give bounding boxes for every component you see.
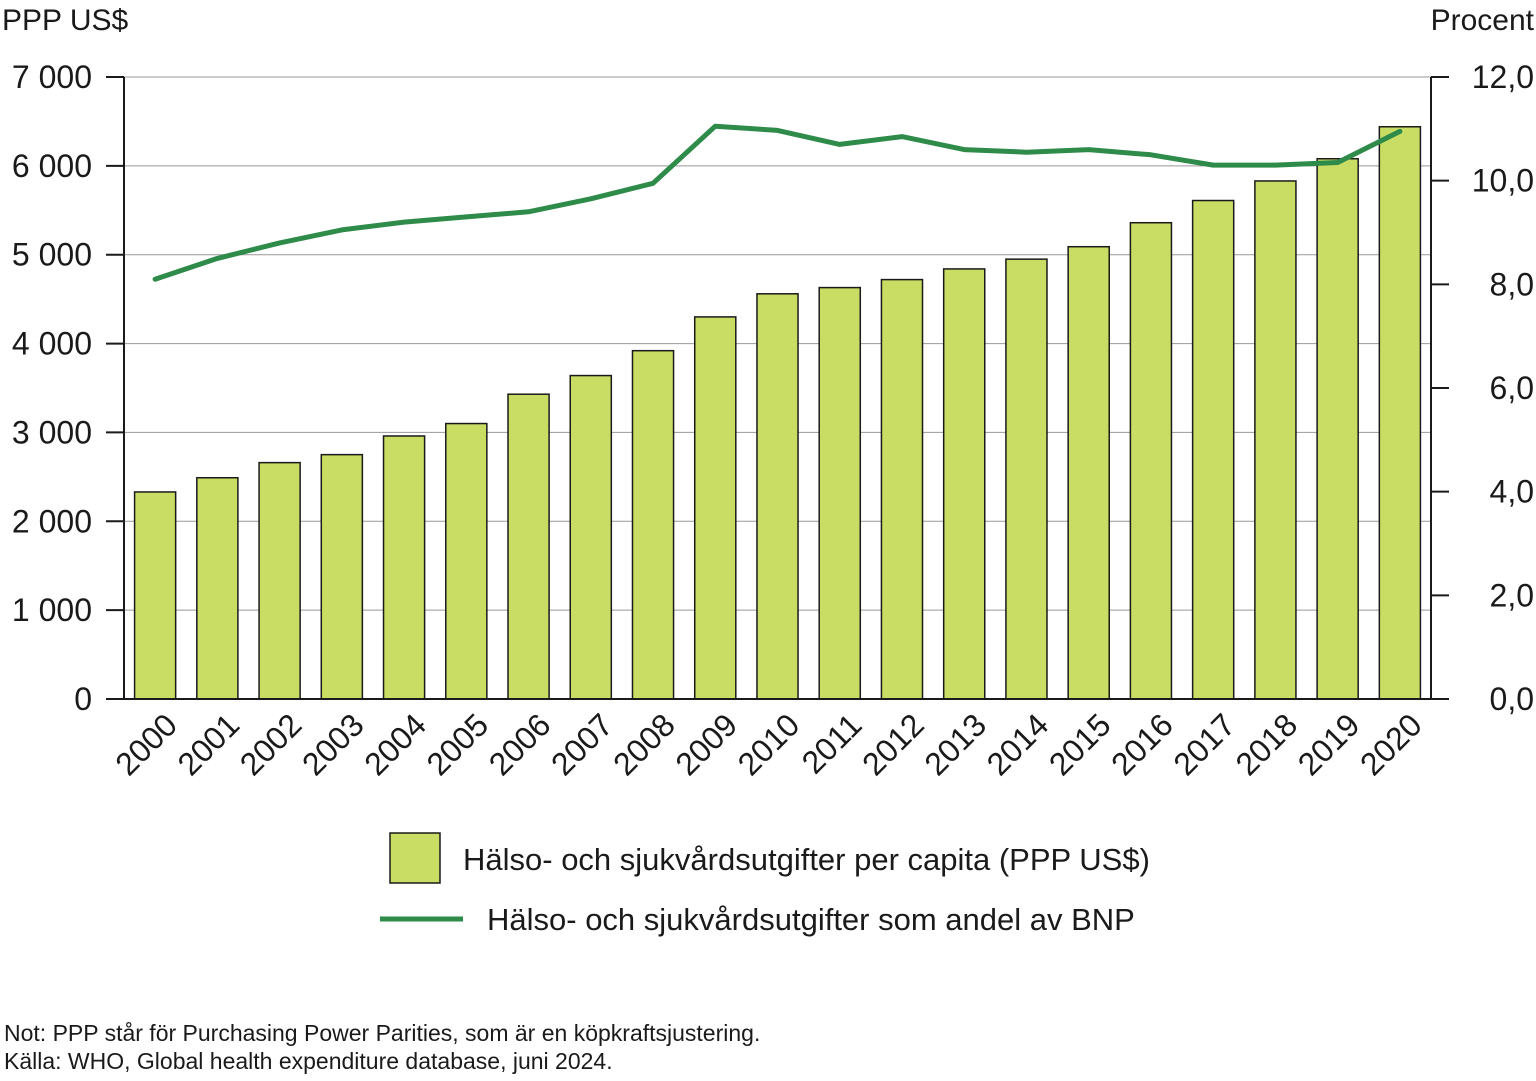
bar [1316,157,1359,700]
x-tick-label: 2013 [917,706,993,782]
x-tick-label: 2018 [1229,706,1305,782]
right-axis-title: Procent [1431,4,1535,37]
left-tick-label: 2 000 [12,503,92,539]
right-tick-label: 0,0 [1490,681,1534,717]
x-tick-label: 2017 [1166,706,1242,782]
x-tick-label: 2008 [606,706,682,782]
left-tick-label: 3 000 [12,414,92,450]
x-tick-label: 2014 [980,706,1056,782]
x-tick-label: 2003 [295,706,371,782]
bar [756,293,799,700]
bar [320,453,364,700]
x-tick-label: 2006 [482,706,558,782]
bar [818,286,862,700]
line-series [152,123,1403,282]
bar [1254,180,1297,700]
left-tick-label: 4 000 [12,326,92,362]
bar [445,422,488,700]
left-tick-label: 6 000 [12,148,92,184]
bar [942,268,986,700]
source-text: Källa: WHO, Global health expenditure da… [4,1048,613,1074]
left-tick-label: 7 000 [12,59,92,95]
bar-series [133,126,1422,700]
bar [1005,258,1048,700]
right-tick-label: 8,0 [1490,266,1534,302]
right-tick-label: 12,0 [1472,59,1534,95]
left-tick-label: 1 000 [12,592,92,628]
x-tick-label: 2009 [668,706,744,782]
bar [133,491,177,700]
x-tick-label: 2004 [357,706,433,782]
x-axis-ticks: 2000200120022003200420052006200720082009… [108,706,1429,782]
legend-line-label: Hälso- och sjukvårdsutgifter som andel a… [487,902,1135,937]
left-tick-label: 5 000 [12,237,92,273]
x-tick-label: 2010 [731,706,807,782]
x-tick-label: 2011 [795,706,869,780]
bar [507,393,550,700]
bar [880,278,924,700]
left-tick-label: 0 [74,681,92,717]
x-tick-label: 2007 [544,706,620,782]
bar [258,461,301,700]
left-axis-ticks: 0 1 000 2 000 3 000 4 000 5 000 6 000 7 000 [12,59,124,717]
bar [693,316,737,700]
bar [1129,221,1173,700]
bar [631,349,675,700]
bar [1378,126,1422,700]
right-tick-label: 2,0 [1490,577,1534,613]
right-tick-label: 4,0 [1490,474,1534,510]
x-tick-label: 2001 [171,706,247,782]
bar [1067,245,1110,700]
x-tick-label: 2000 [108,706,184,782]
chart-svg: 0 1 000 2 000 3 000 4 000 5 000 6 000 7 000 0,0… [2,4,1535,937]
x-tick-label: 2016 [1104,706,1180,782]
x-tick-label: 2005 [419,706,495,782]
x-tick-label: 2002 [233,706,309,782]
bar [569,374,613,700]
bar [382,435,426,700]
right-tick-label: 10,0 [1472,163,1534,199]
note-text: Not: PPP står för Purchasing Power Parit… [4,1020,761,1046]
x-tick-label: 2015 [1042,706,1118,782]
right-axis-ticks: 0,0 2,0 4,0 6,0 8,0 10,0 12,0 [1431,59,1534,717]
legend-bar-swatch [389,832,441,884]
left-axis-title: PPP US$ [2,4,128,37]
right-tick-label: 6,0 [1490,370,1534,406]
bar [196,476,239,700]
bar [1191,199,1235,700]
x-tick-label: 2012 [855,706,931,782]
legend-bar-label: Hälso- och sjukvårdsutgifter per capita … [463,842,1150,877]
x-tick-label: 2019 [1291,706,1367,782]
series-line [152,123,1403,282]
x-tick-label: 2020 [1353,706,1429,782]
legend: Hälso- och sjukvårdsutgifter per capita … [380,832,1150,937]
